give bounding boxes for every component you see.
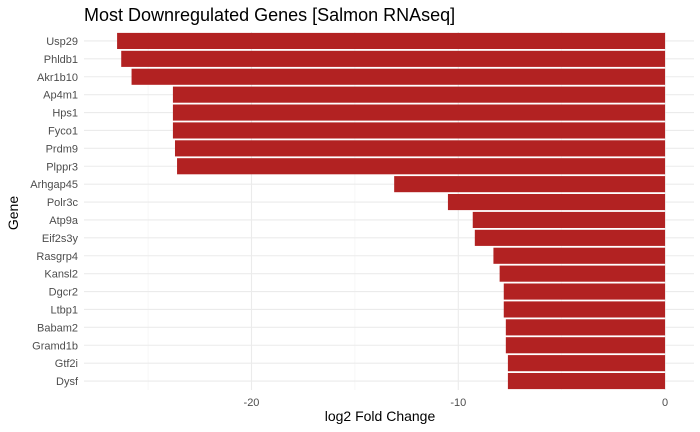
bar-gramd1b <box>505 337 666 354</box>
y-tick-label: Hps1 <box>52 108 78 120</box>
y-tick-label: Dgcr2 <box>49 287 78 299</box>
y-tick-label: Dysf <box>56 376 79 388</box>
y-tick-label: Gramd1b <box>32 340 78 352</box>
y-tick-label: Phldb1 <box>44 54 78 66</box>
chart-title: Most Downregulated Genes [Salmon RNAseq] <box>84 5 455 25</box>
y-tick-label: Ap4m1 <box>43 90 78 102</box>
bar-gtf2i <box>507 355 666 372</box>
y-tick-label: Fyco1 <box>48 125 78 137</box>
bar-dgcr2 <box>503 283 666 300</box>
bar-ltbp1 <box>503 301 666 318</box>
bar-akr1b10 <box>131 68 666 85</box>
bar-plppr3 <box>177 158 666 175</box>
x-tick-label: -20 <box>244 397 260 409</box>
y-tick-label: Plppr3 <box>46 161 78 173</box>
bar-phldb1 <box>121 50 666 67</box>
y-tick-labels: Usp29 Phldb1 Akr1b10 Ap4m1 Hps1 Fyco1 Prdm9 Plp… <box>30 36 79 388</box>
y-tick-label: Usp29 <box>46 36 78 48</box>
bar-ap4m1 <box>172 86 666 103</box>
y-tick-label: Arhgap45 <box>30 179 78 191</box>
y-tick-label: Gtf2i <box>55 358 78 370</box>
bar-atp9a <box>472 211 666 229</box>
y-tick-label: Babam2 <box>37 322 78 334</box>
x-axis-title: log2 Fold Change <box>325 408 436 424</box>
bar-dysf <box>507 372 666 390</box>
bar-polr3c <box>447 193 666 211</box>
bar-hps1 <box>172 104 666 121</box>
bar-prdm9 <box>174 140 666 157</box>
y-tick-label: Prdm9 <box>46 143 78 155</box>
y-tick-label: Atp9a <box>49 215 79 227</box>
y-tick-label: Kansl2 <box>44 269 78 281</box>
x-tick-label: -10 <box>450 397 466 409</box>
y-tick-label: Rasgrp4 <box>36 251 78 263</box>
y-tick-label: Ltbp1 <box>50 304 78 316</box>
grid <box>84 32 694 390</box>
bar-fyco1 <box>172 122 666 139</box>
x-tick-labels: -20 -10 0 <box>244 397 669 409</box>
y-axis-title: Gene <box>5 196 21 230</box>
y-tick-label: Eif2s3y <box>42 233 79 245</box>
bar-eif2s3y <box>474 229 666 246</box>
y-tick-label: Polr3c <box>47 197 79 209</box>
bars <box>117 32 666 390</box>
x-tick-label: 0 <box>662 397 668 409</box>
bar-kansl2 <box>499 265 666 282</box>
bar-usp29 <box>117 32 666 50</box>
bar-rasgrp4 <box>493 247 666 264</box>
y-tick-label: Akr1b10 <box>37 72 78 84</box>
bar-babam2 <box>505 319 666 336</box>
bar-arhgap45 <box>394 176 666 193</box>
